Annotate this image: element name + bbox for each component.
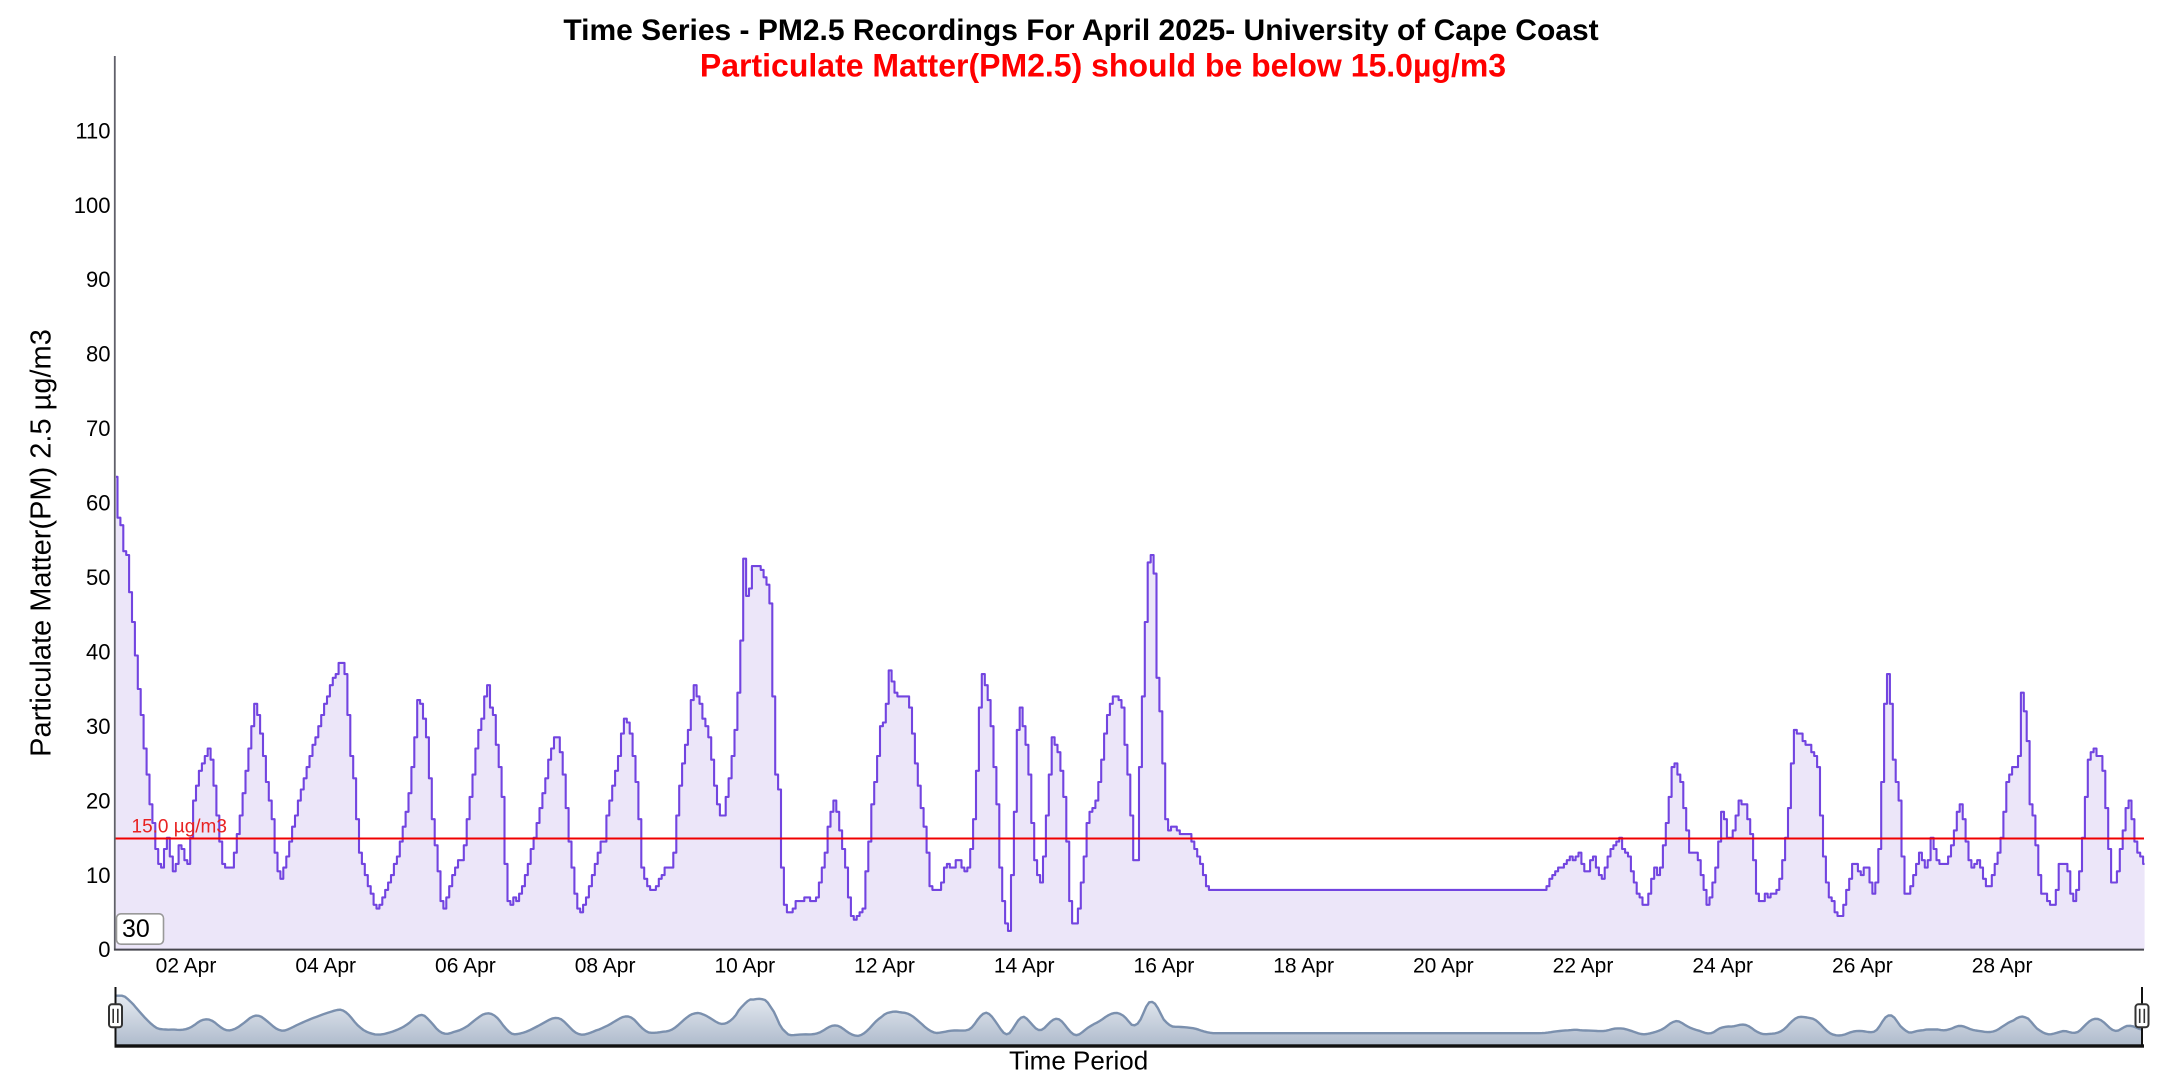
svg-text:80: 80 <box>86 342 110 367</box>
svg-text:Time Series - PM2.5 Recordings: Time Series - PM2.5 Recordings For April… <box>563 14 1598 47</box>
svg-text:40: 40 <box>86 639 110 664</box>
svg-text:90: 90 <box>86 267 110 292</box>
svg-text:16 Apr: 16 Apr <box>1134 955 1195 978</box>
svg-text:20: 20 <box>86 788 110 813</box>
svg-text:15.0 µg/m3: 15.0 µg/m3 <box>132 817 227 838</box>
svg-text:18 Apr: 18 Apr <box>1273 955 1334 978</box>
svg-text:Particulate Matter(PM2.5) shou: Particulate Matter(PM2.5) should be belo… <box>700 47 1506 83</box>
svg-text:Particulate Matter(PM) 2.5 µg/: Particulate Matter(PM) 2.5 µg/m3 <box>26 329 58 757</box>
svg-text:26 Apr: 26 Apr <box>1832 955 1893 978</box>
svg-text:0: 0 <box>98 937 110 962</box>
svg-text:10: 10 <box>86 863 110 888</box>
svg-text:60: 60 <box>86 491 110 516</box>
svg-text:02 Apr: 02 Apr <box>156 955 217 978</box>
svg-text:Time Period: Time Period <box>1009 1046 1148 1076</box>
svg-text:28 Apr: 28 Apr <box>1972 955 2033 978</box>
svg-text:70: 70 <box>86 416 110 441</box>
svg-text:100: 100 <box>74 193 111 218</box>
svg-text:50: 50 <box>86 565 110 590</box>
svg-text:20 Apr: 20 Apr <box>1413 955 1474 978</box>
svg-text:12 Apr: 12 Apr <box>854 955 915 978</box>
svg-text:24 Apr: 24 Apr <box>1692 955 1753 978</box>
svg-text:14 Apr: 14 Apr <box>994 955 1055 978</box>
svg-text:30: 30 <box>86 714 110 739</box>
svg-text:10 Apr: 10 Apr <box>714 955 775 978</box>
svg-text:30: 30 <box>122 915 150 943</box>
svg-text:08 Apr: 08 Apr <box>575 955 636 978</box>
svg-text:04 Apr: 04 Apr <box>295 955 356 978</box>
svg-text:110: 110 <box>75 118 110 143</box>
svg-text:22 Apr: 22 Apr <box>1553 955 1614 978</box>
svg-text:06 Apr: 06 Apr <box>435 955 496 978</box>
